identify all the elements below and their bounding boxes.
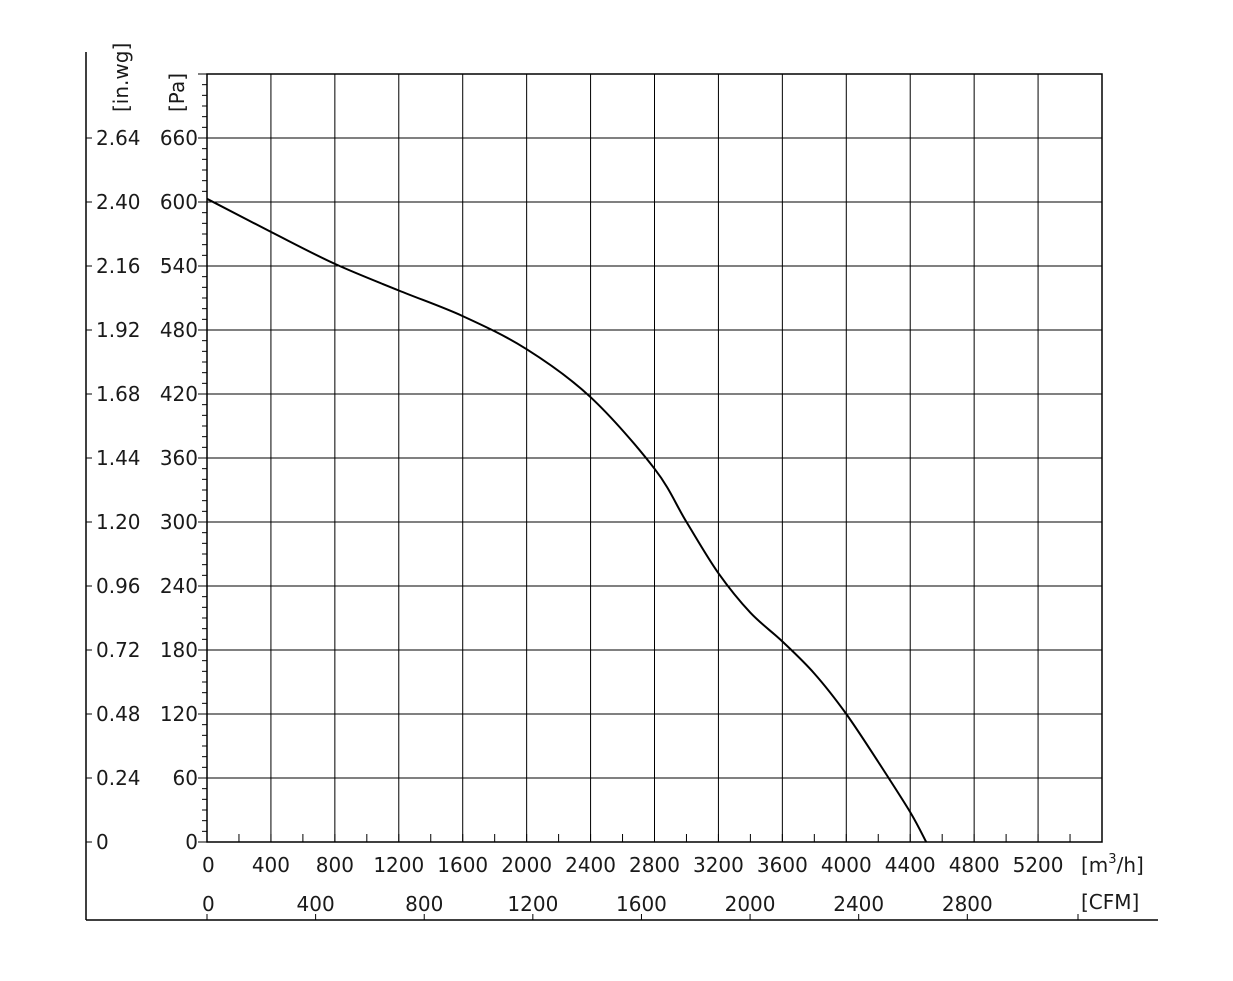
y-unit-inwg: [in.wg] (109, 43, 133, 112)
y-tick-inwg: 1.68 (96, 382, 141, 406)
y-tick-labels: 0 60 120 180 240 300 360 420 480 540 600 660 0 0.24 0.… (96, 126, 198, 854)
x-tick-cfm: 1600 (616, 892, 667, 916)
x-tick-m3h: 3600 (757, 853, 808, 877)
x-tick-m3h: 0 (202, 853, 215, 877)
y-tick-pa: 0 (185, 830, 198, 854)
y-tick-inwg: 0 (96, 830, 109, 854)
x-tick-m3h: 2800 (629, 853, 680, 877)
x-tick-m3h: 800 (316, 853, 354, 877)
x-unit-m3h: [m3/h] (1081, 852, 1144, 877)
y-tick-pa: 420 (160, 382, 198, 406)
x-tick-m3h: 4400 (885, 853, 936, 877)
x-tick-m3h: 4800 (949, 853, 1000, 877)
y-tick-pa: 180 (160, 638, 198, 662)
x-tick-cfm: 2800 (942, 892, 993, 916)
grid (206, 73, 1103, 843)
x-tick-cfm: 400 (297, 892, 335, 916)
x-tick-m3h: 2400 (565, 853, 616, 877)
x-tick-m3h: 400 (252, 853, 290, 877)
y-tick-inwg: 0.24 (96, 766, 141, 790)
x-unit-cfm: [CFM] (1081, 890, 1139, 914)
y-tick-inwg: 0.72 (96, 638, 141, 662)
y-tick-pa: 60 (173, 766, 198, 790)
x-tick-m3h: 5200 (1013, 853, 1064, 877)
y-tick-pa: 360 (160, 446, 198, 470)
y-tick-pa: 540 (160, 254, 198, 278)
y-tick-inwg: 2.16 (96, 254, 141, 278)
x-tick-m3h: 4000 (821, 853, 872, 877)
axes (85, 52, 1158, 921)
y-tick-pa: 300 (160, 510, 198, 534)
x-tick-cfm: 800 (405, 892, 443, 916)
y-tick-inwg: 1.20 (96, 510, 141, 534)
y-tick-inwg: 2.64 (96, 126, 141, 150)
y-tick-inwg: 1.44 (96, 446, 141, 470)
x-tick-cfm: 2400 (833, 892, 884, 916)
y-tick-pa: 600 (160, 190, 198, 214)
fan-curve-line (206, 197, 928, 843)
y-tick-pa: 660 (160, 126, 198, 150)
x-tick-m3h: 3200 (693, 853, 744, 877)
y-tick-inwg: 1.92 (96, 318, 141, 342)
x-tick-cfm: 0 (202, 892, 215, 916)
y-tick-inwg: 0.48 (96, 702, 141, 726)
x-tick-m3h: 2000 (501, 853, 552, 877)
y-unit-pa: [Pa] (165, 73, 189, 112)
x-tick-labels: 0 400 800 1200 1600 2000 2400 2800 3200 3600 4000 4… (202, 853, 1064, 916)
minor-ticks (198, 73, 1103, 843)
y-tick-inwg: 0.96 (96, 574, 141, 598)
x-tick-m3h: 1600 (437, 853, 488, 877)
x-tick-cfm: 1200 (507, 892, 558, 916)
y-tick-pa: 480 (160, 318, 198, 342)
y-tick-inwg: 2.40 (96, 190, 141, 214)
x-tick-cfm: 2000 (725, 892, 776, 916)
x-tick-m3h: 1200 (373, 853, 424, 877)
y-tick-pa: 120 (160, 702, 198, 726)
y-tick-pa: 240 (160, 574, 198, 598)
